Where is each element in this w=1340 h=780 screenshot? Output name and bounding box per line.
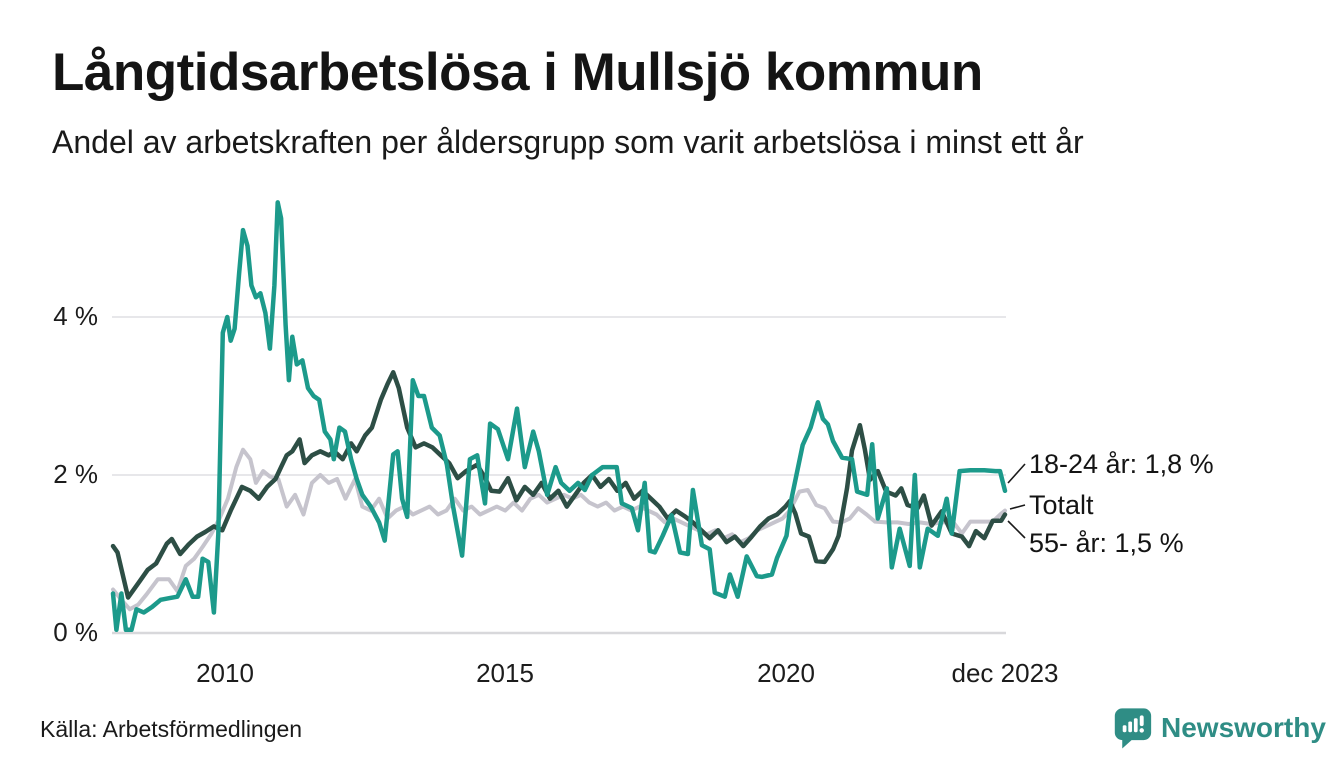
- newsworthy-logo-icon: [1112, 706, 1153, 750]
- series-layer: [110, 200, 1008, 633]
- leader-line-55: [1007, 520, 1026, 539]
- label-leader-lines: [1007, 463, 1026, 539]
- x-tick-2015: 2015: [476, 658, 534, 688]
- source-note: Källa: Arbetsförmedlingen: [40, 716, 303, 742]
- series-end-label-totalt: Totalt: [1029, 490, 1094, 520]
- y-tick-4pct: 4 %: [53, 301, 98, 331]
- x-tick-dec-2023: dec 2023: [951, 658, 1059, 688]
- series-end-label-18-24: 18-24 år: 1,8 %: [1029, 449, 1214, 479]
- x-tick-2020: 2020: [757, 658, 815, 688]
- series-line-55-ar: [110, 370, 1008, 600]
- leader-line-18-24: [1007, 463, 1026, 484]
- series-line-18-24-ar: [110, 200, 1008, 633]
- y-tick-2pct: 2 %: [53, 459, 98, 489]
- series-end-label-55: 55- år: 1,5 %: [1029, 528, 1184, 558]
- page-title: Långtidsarbetslösa i Mullsjö kommun: [52, 43, 983, 102]
- y-tick-0pct: 0 %: [53, 617, 98, 647]
- x-tick-2010: 2010: [196, 658, 254, 688]
- newsworthy-brand: Newsworthy: [1112, 706, 1326, 750]
- page-subtitle: Andel av arbetskraften per åldersgrupp s…: [52, 124, 1084, 160]
- newsworthy-logo-text: Newsworthy: [1161, 712, 1326, 743]
- series-line-totalt: [111, 447, 1007, 612]
- leader-line-totalt: [1009, 504, 1026, 510]
